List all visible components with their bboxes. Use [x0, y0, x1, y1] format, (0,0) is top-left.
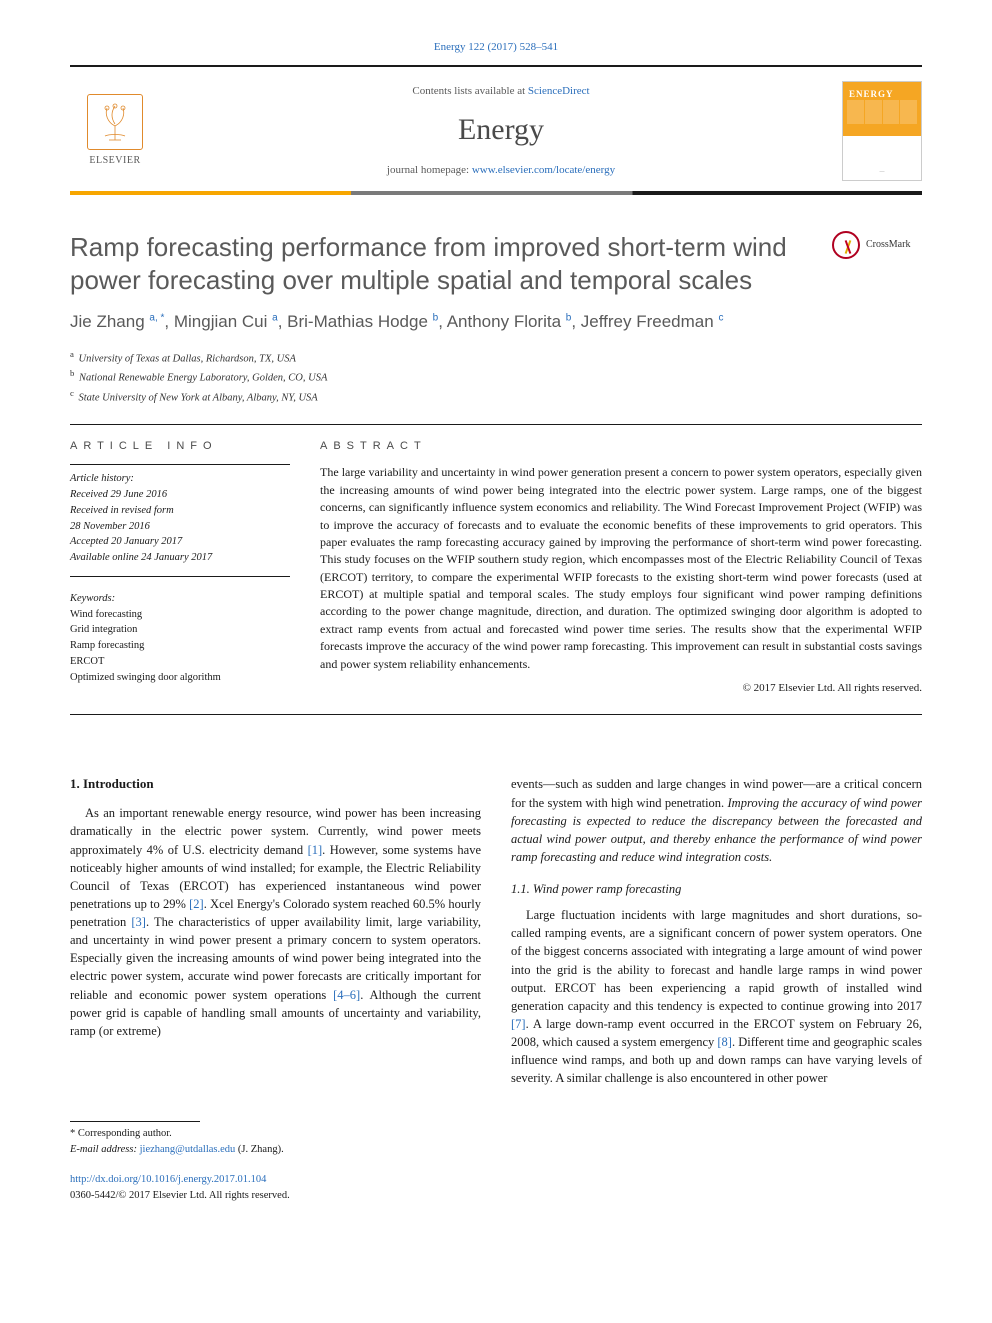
journal-name: Energy	[160, 109, 842, 151]
body-text: 1. Introduction As an important renewabl…	[70, 775, 922, 1087]
keyword-line: Grid integration	[70, 622, 290, 638]
history-line: 28 November 2016	[70, 519, 290, 535]
corresponding-author-label: * Corresponding author.	[70, 1126, 922, 1142]
ref-link-2[interactable]: [2]	[189, 897, 204, 911]
citation-line: Energy 122 (2017) 528–541	[70, 40, 922, 55]
elsevier-tree-icon	[87, 94, 143, 150]
history-line: Received 29 June 2016	[70, 487, 290, 503]
crossmark-icon	[832, 231, 860, 259]
homepage-prefix: journal homepage:	[387, 164, 472, 176]
abstract-text: The large variability and uncertainty in…	[320, 464, 922, 673]
ref-link-3[interactable]: [3]	[131, 915, 146, 929]
affiliation-line: a University of Texas at Dallas, Richard…	[70, 348, 922, 367]
contents-available-line: Contents lists available at ScienceDirec…	[160, 84, 842, 99]
article-info-column: ARTICLE INFO Article history: Received 2…	[70, 439, 290, 696]
contents-prefix: Contents lists available at	[412, 85, 527, 97]
ref-link-8[interactable]: [8]	[717, 1035, 732, 1049]
history-label: Article history:	[70, 471, 290, 487]
ref-link-1[interactable]: [1]	[308, 843, 323, 857]
homepage-link[interactable]: www.elsevier.com/locate/energy	[472, 164, 615, 176]
corresponding-name: (J. Zhang).	[238, 1144, 284, 1155]
sciencedirect-link[interactable]: ScienceDirect	[528, 85, 590, 97]
crossmark-badge[interactable]: CrossMark	[832, 231, 922, 259]
col2-paragraph-1: events—such as sudden and large changes …	[511, 775, 922, 866]
abstract-heading: ABSTRACT	[320, 439, 922, 454]
keyword-line: Optimized swinging door algorithm	[70, 670, 290, 686]
article-title: Ramp forecasting performance from improv…	[70, 231, 816, 296]
authors-line: Jie Zhang a, *, Mingjian Cui a, Bri-Math…	[70, 310, 922, 334]
affiliation-line: b National Renewable Energy Laboratory, …	[70, 367, 922, 386]
keyword-line: ERCOT	[70, 654, 290, 670]
history-line: Accepted 20 January 2017	[70, 534, 290, 550]
crossmark-label: CrossMark	[866, 238, 910, 252]
doi-link[interactable]: http://dx.doi.org/10.1016/j.energy.2017.…	[70, 1174, 266, 1185]
header-underline	[70, 191, 922, 195]
affiliations-block: a University of Texas at Dallas, Richard…	[70, 348, 922, 406]
journal-header: ELSEVIER Contents lists available at Sci…	[70, 65, 922, 191]
corresponding-email-link[interactable]: jiezhang@utdallas.edu	[140, 1144, 236, 1155]
section-divider	[70, 424, 922, 425]
history-line: Available online 24 January 2017	[70, 550, 290, 566]
ref-link-4-6[interactable]: [4–6]	[333, 988, 360, 1002]
homepage-line: journal homepage: www.elsevier.com/locat…	[160, 163, 842, 178]
issn-copyright: 0360-5442/© 2017 Elsevier Ltd. All right…	[70, 1190, 290, 1201]
article-info-heading: ARTICLE INFO	[70, 439, 290, 454]
affiliation-line: c State University of New York at Albany…	[70, 387, 922, 406]
publisher-name: ELSEVIER	[89, 154, 140, 168]
subsection-heading: 1.1. Wind power ramp forecasting	[511, 880, 922, 898]
keywords-label: Keywords:	[70, 591, 290, 607]
ref-link-7[interactable]: [7]	[511, 1017, 526, 1031]
journal-cover-thumbnail: ENERGY —	[842, 81, 922, 181]
history-line: Received in revised form	[70, 503, 290, 519]
cover-title: ENERGY	[849, 88, 894, 101]
email-label: E-mail address:	[70, 1144, 137, 1155]
intro-heading: 1. Introduction	[70, 775, 481, 794]
page-footer: * Corresponding author. E-mail address: …	[70, 1121, 922, 1203]
abstract-copyright: © 2017 Elsevier Ltd. All rights reserved…	[320, 681, 922, 696]
publisher-logo: ELSEVIER	[70, 94, 160, 168]
abstract-column: ABSTRACT The large variability and uncer…	[320, 439, 922, 696]
col2-paragraph-2: Large fluctuation incidents with large m…	[511, 906, 922, 1087]
keyword-line: Ramp forecasting	[70, 638, 290, 654]
keyword-line: Wind forecasting	[70, 607, 290, 623]
intro-paragraph-1: As an important renewable energy resourc…	[70, 804, 481, 1040]
